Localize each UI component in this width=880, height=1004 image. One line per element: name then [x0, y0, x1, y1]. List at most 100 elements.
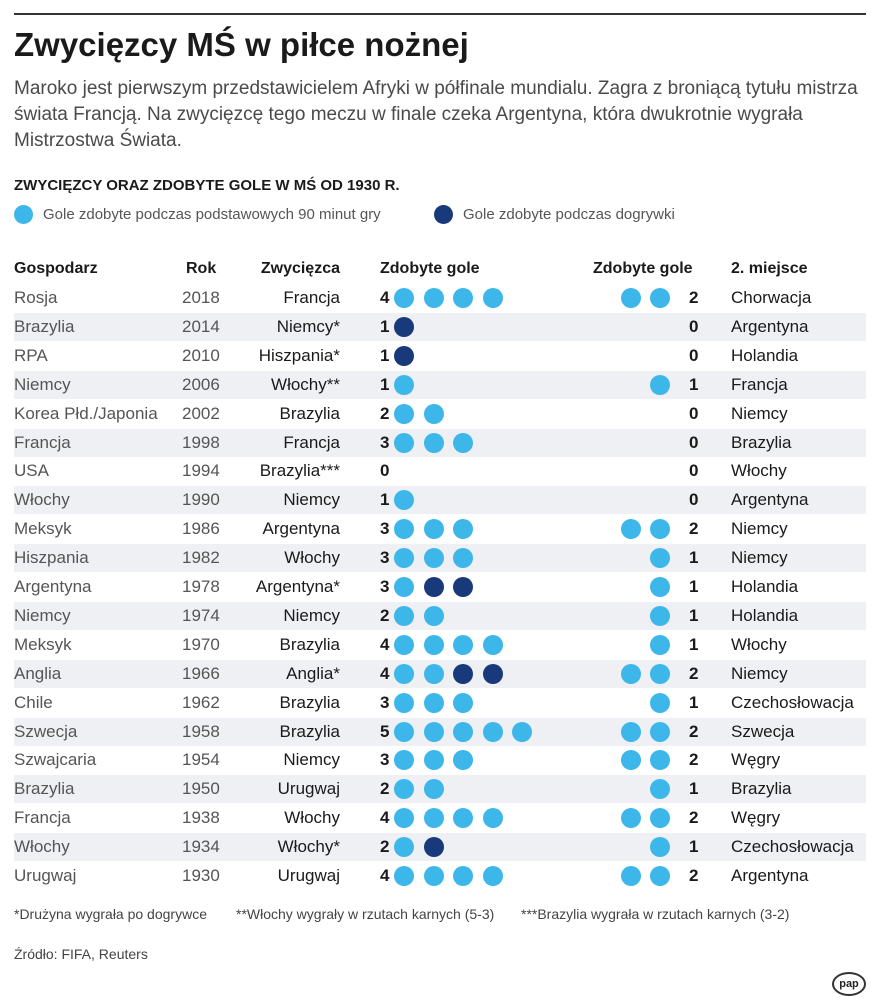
winner-extra-goal-mark: [394, 316, 414, 337]
winner-regular-goal-mark: [394, 721, 414, 742]
winner-cell: Niemcy: [283, 490, 340, 510]
winner-regular-goal-mark: [423, 634, 444, 655]
second-place-cell: Węgry: [731, 750, 781, 770]
loser-regular-goal-mark: [650, 663, 670, 684]
winner-goals-count: 3: [380, 432, 390, 452]
winner-regular-goal-mark: [394, 432, 414, 453]
header-host: Gospodarz: [14, 260, 98, 277]
year-cell: 1950: [182, 779, 220, 799]
legend-regular: Gole zdobyte podczas podstawowych 90 min…: [14, 205, 381, 224]
loser-goals-count: 1: [689, 548, 699, 568]
loser-goals-count: 0: [689, 461, 699, 481]
winner-cell: Włochy*: [277, 837, 340, 857]
table-row: Argentyna 1978 Argentyna* 3 1 Holandia: [14, 573, 866, 601]
winner-goals-count: 2: [380, 605, 390, 625]
loser-goals-count: 1: [689, 634, 699, 654]
loser-goals-count: 0: [689, 345, 699, 365]
second-place-cell: Brazylia: [731, 779, 792, 799]
loser-regular-goal-mark: [650, 519, 670, 540]
winner-regular-goal-mark: [482, 634, 503, 655]
winner-regular-goal-mark: [453, 288, 473, 308]
winner-cell: Włochy: [284, 808, 340, 828]
winner-regular-goal-mark: [394, 374, 414, 395]
top-rule: [14, 13, 866, 15]
loser-goals-count: 1: [689, 577, 699, 596]
winner-goals-count: 3: [380, 692, 390, 712]
source-note: Źródło: FIFA, Reuters: [14, 946, 148, 962]
host-cell: Meksyk: [14, 519, 72, 539]
second-place-cell: Szwecja: [731, 721, 795, 741]
second-place-cell: Holandia: [731, 605, 799, 625]
winner-regular-goal-mark: [453, 432, 473, 453]
winner-goals-count: 2: [380, 403, 390, 423]
winner-goals-count: 3: [380, 548, 390, 568]
legend-extra-label: Gole zdobyte podczas dogrywki: [463, 206, 675, 223]
loser-goals-count: 1: [689, 779, 699, 799]
second-place-cell: Włochy: [731, 634, 787, 654]
loser-goals-count: 1: [689, 837, 699, 857]
intro-text: Maroko jest pierwszym przedstawicielem A…: [14, 78, 858, 151]
year-cell: 1986: [182, 519, 220, 539]
winner-regular-goal-mark: [453, 519, 473, 540]
winner-regular-goal-mark: [453, 750, 473, 771]
winner-regular-goal-mark: [394, 605, 414, 626]
host-cell: USA: [14, 461, 49, 481]
table-row: Niemcy 1974 Niemcy 2 1 Holandia: [14, 601, 866, 630]
loser-goals-count: 1: [689, 605, 699, 625]
loser-goals-count: 1: [689, 374, 699, 394]
table-row: Chile 1962 Brazylia 3 1 Czechosłowacja: [14, 689, 866, 717]
winner-extra-goal-mark: [394, 345, 414, 366]
second-place-cell: Niemcy: [731, 548, 788, 568]
host-cell: Francja: [14, 432, 71, 452]
table-row: Korea Płd./Japonia 2002 Brazylia 2 0 Niemcy: [14, 400, 866, 428]
second-place-cell: Chorwacja: [731, 288, 812, 307]
loser-regular-goal-mark: [650, 866, 670, 886]
second-place-cell: Niemcy: [731, 519, 788, 539]
loser-goals-count: 0: [689, 432, 699, 452]
winner-regular-goal-mark: [423, 548, 444, 569]
loser-regular-goal-mark: [620, 663, 641, 684]
winner-regular-goal-mark: [423, 605, 444, 626]
table-row: RPA 2010 Hiszpania* 1 0 Holandia: [14, 342, 866, 370]
host-cell: RPA: [14, 345, 48, 365]
second-place-cell: Włochy: [731, 461, 787, 481]
winner-extra-goal-mark: [453, 577, 473, 597]
winner-goals-count: 4: [380, 634, 390, 654]
winner-goals-count: 4: [380, 808, 390, 828]
winner-goals-count: 0: [380, 461, 390, 481]
host-cell: Brazylia: [14, 316, 75, 336]
table-row: Francja 1998 Francja 3 0 Brazylia: [14, 428, 866, 457]
table-row: Meksyk 1970 Brazylia 4 1 Włochy: [14, 631, 866, 659]
winner-cell: Brazylia: [279, 721, 340, 741]
winner-regular-goal-mark: [394, 808, 414, 829]
winner-regular-goal-mark: [394, 634, 414, 655]
host-cell: Anglia: [14, 663, 62, 683]
second-place-cell: Francja: [731, 374, 788, 394]
loser-regular-goal-mark: [650, 605, 670, 626]
winner-regular-goal-mark: [512, 721, 532, 742]
table-row: Anglia 1966 Anglia* 4 2 Niemcy: [14, 659, 866, 688]
winner-cell: Niemcy: [283, 750, 340, 770]
year-cell: 1954: [182, 750, 220, 770]
winner-cell: Niemcy: [283, 605, 340, 625]
winner-goals-count: 2: [380, 837, 390, 857]
year-cell: 1930: [182, 866, 220, 885]
winner-regular-goal-mark: [423, 866, 444, 886]
winner-regular-goal-mark: [394, 837, 414, 858]
winner-regular-goal-mark: [423, 288, 444, 308]
winner-goals-count: 4: [380, 866, 390, 885]
winner-regular-goal-mark: [423, 432, 444, 453]
loser-goals-count: 2: [689, 808, 699, 828]
winner-regular-goal-mark: [453, 721, 473, 742]
winner-regular-goal-mark: [394, 750, 414, 771]
loser-goals-count: 1: [689, 692, 699, 712]
year-cell: 2014: [182, 316, 220, 336]
year-cell: 2010: [182, 345, 220, 365]
loser-regular-goal-mark: [620, 750, 641, 771]
winner-cell: Anglia*: [286, 663, 340, 683]
winner-goals-count: 4: [380, 663, 390, 683]
winner-goals-count: 3: [380, 750, 390, 770]
winner-regular-goal-mark: [482, 288, 503, 308]
loser-regular-goal-mark: [650, 779, 670, 800]
table-row: Rosja 2018 Francja 4 2 Chorwacja: [14, 284, 866, 312]
